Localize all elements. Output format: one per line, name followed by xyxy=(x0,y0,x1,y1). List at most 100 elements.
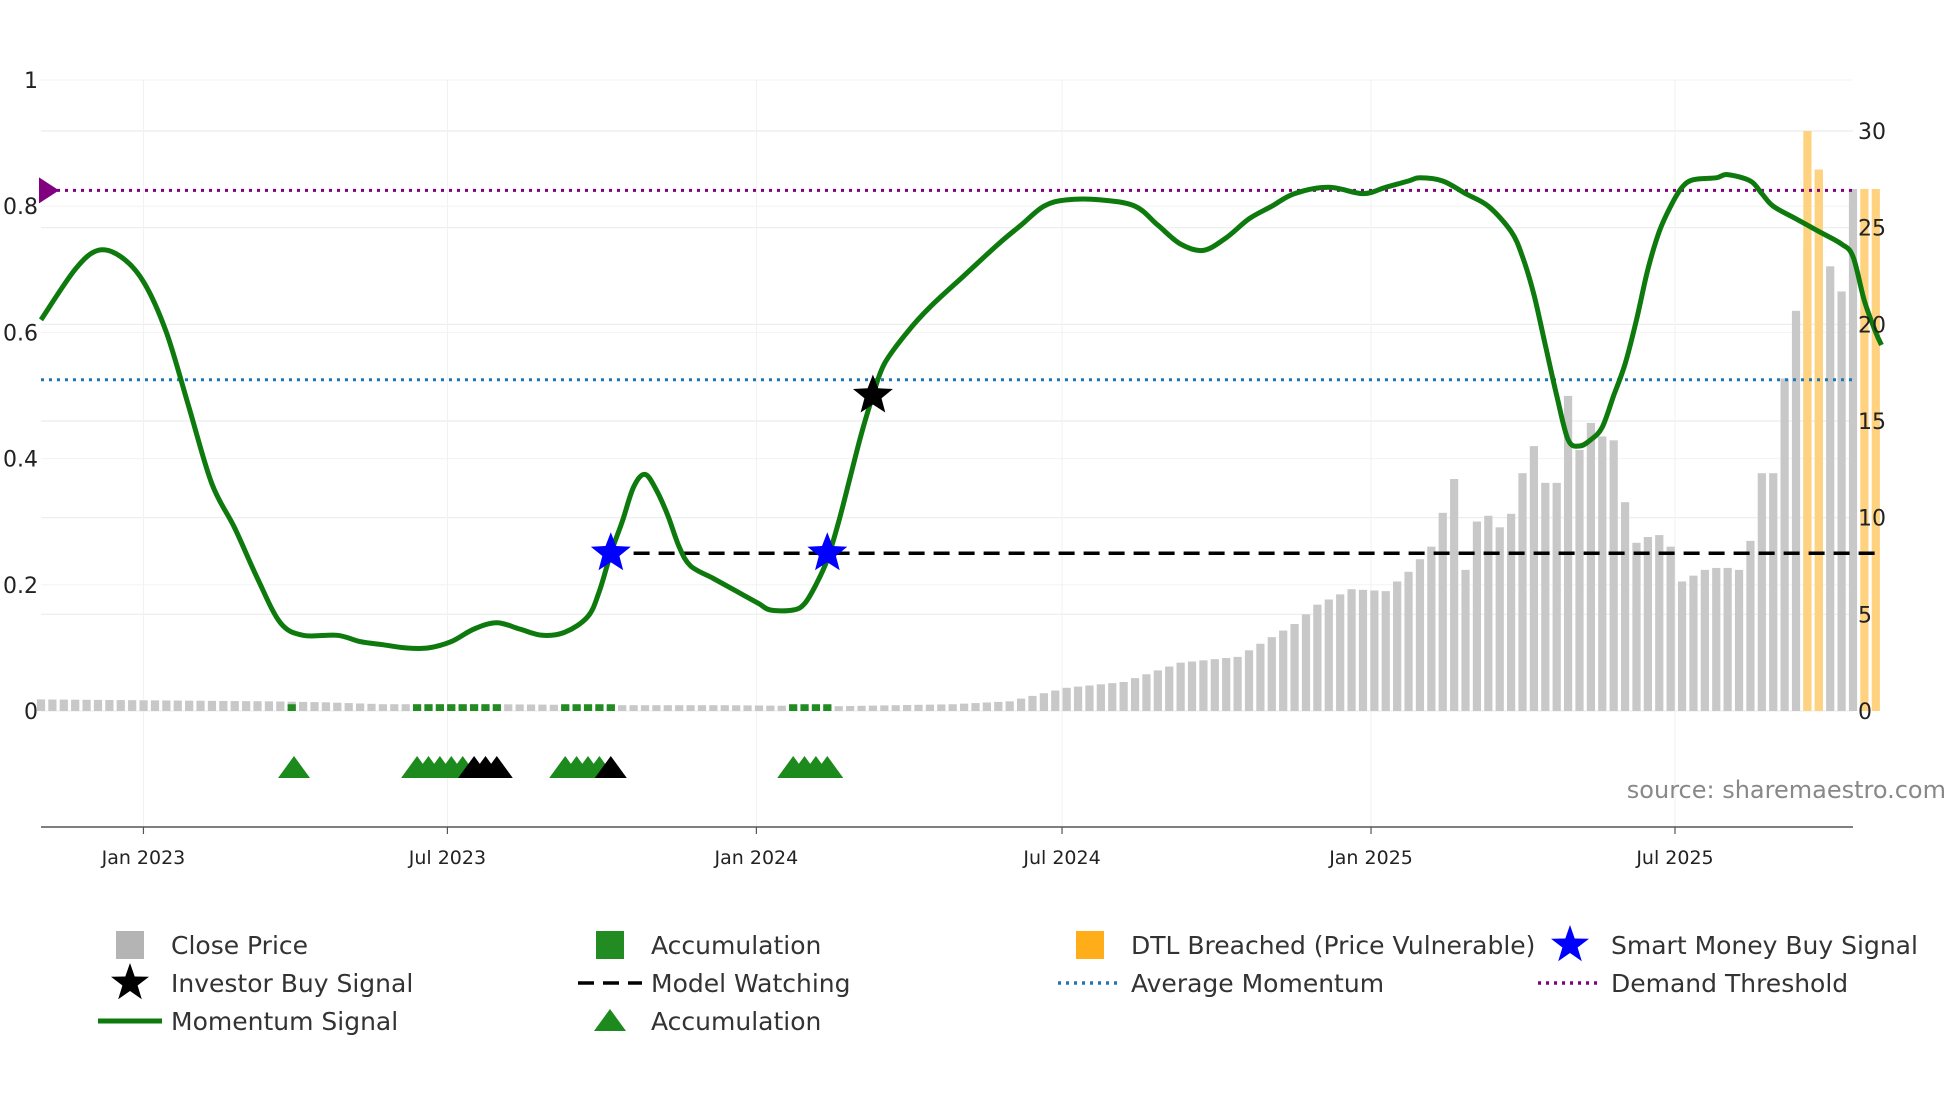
close-price-bar-31 xyxy=(390,704,399,711)
legend-item-5: Model Watching xyxy=(578,969,851,998)
close-price-bar-89 xyxy=(1051,690,1060,711)
close-price-bar-131 xyxy=(1529,446,1539,711)
close-price-bar-113 xyxy=(1324,599,1333,711)
smart-money-buy-signal-0 xyxy=(590,532,631,571)
close-price-bar-98 xyxy=(1153,670,1162,711)
close-price-bar-56 xyxy=(675,705,684,711)
close-price-bar-41 xyxy=(504,704,513,711)
legend-label-2: DTL Breached (Price Vulnerable) xyxy=(1131,931,1535,960)
close-price-bar-80 xyxy=(948,704,957,711)
momentum-signal-line xyxy=(38,172,1884,652)
close-price-bar-12 xyxy=(173,700,182,711)
close-price-bar-54 xyxy=(652,705,661,711)
accumulation-bar-22 xyxy=(287,704,296,711)
close-price-bar-128 xyxy=(1495,527,1504,711)
close-price-bar-112 xyxy=(1313,604,1322,711)
close-price-bar-52 xyxy=(629,705,638,711)
legend-label-9: Accumulation xyxy=(651,1007,821,1036)
dtl-breached-bar-160 xyxy=(1860,189,1869,711)
close-price-bar-75 xyxy=(891,705,900,711)
close-price-bar-18 xyxy=(242,701,251,711)
close-price-bar-111 xyxy=(1301,614,1311,711)
demand-threshold-marker xyxy=(39,177,59,204)
close-price-bar-43 xyxy=(526,704,536,711)
close-price-bar-27 xyxy=(344,703,353,711)
legend-item-8: Momentum Signal xyxy=(98,1007,398,1036)
close-price-bar-127 xyxy=(1484,515,1493,711)
x-axis-tick-3: Jul 2024 xyxy=(1022,847,1100,869)
close-price-bar-107 xyxy=(1256,643,1265,711)
x-axis-tick-4: Jan 2025 xyxy=(1328,847,1413,869)
close-price-bar-7 xyxy=(116,700,125,711)
right-axis-tick-5: 25 xyxy=(1858,217,1886,242)
legend-swatch-0 xyxy=(116,931,144,959)
accumulation-bar-35 xyxy=(435,704,444,711)
close-price-bar-139 xyxy=(1620,502,1630,711)
close-price-bar-105 xyxy=(1233,656,1242,711)
close-price-bar-99 xyxy=(1165,666,1174,711)
close-price-bar-95 xyxy=(1119,682,1128,711)
close-price-bar-65 xyxy=(777,705,786,711)
investor-buy-signal-0 xyxy=(853,374,893,413)
close-price-bar-77 xyxy=(914,704,923,711)
left-axis-tick-2: 0.4 xyxy=(3,448,38,473)
close-price-bar-84 xyxy=(994,701,1003,711)
close-price-bar-58 xyxy=(697,705,707,711)
dtl-breached-bar-156 xyxy=(1814,169,1823,712)
close-price-bar-116 xyxy=(1358,589,1368,711)
close-price-bar-140 xyxy=(1632,542,1641,711)
close-price-bar-87 xyxy=(1028,695,1037,711)
close-price-bar-104 xyxy=(1222,658,1231,711)
accumulation-bar-47 xyxy=(572,704,581,711)
legend-item-0: Close Price xyxy=(116,931,308,960)
close-price-bar-130 xyxy=(1518,473,1527,711)
legend-star-4 xyxy=(111,963,149,1000)
close-price-bar-1 xyxy=(48,699,57,711)
close-price-bar-30 xyxy=(378,704,387,711)
close-price-bar-147 xyxy=(1712,567,1721,711)
x-axis-tick-1: Jul 2023 xyxy=(408,847,486,869)
accumulation-bar-50 xyxy=(606,704,615,711)
close-price-bar-73 xyxy=(868,705,878,711)
close-price-bar-57 xyxy=(686,705,695,711)
close-price-bar-126 xyxy=(1472,521,1482,711)
close-price-bar-138 xyxy=(1609,440,1618,711)
close-price-bar-133 xyxy=(1552,482,1561,711)
legend-swatch-1 xyxy=(596,931,624,959)
legend-label-7: Demand Threshold xyxy=(1611,969,1848,998)
accumulation-bar-36 xyxy=(447,704,456,711)
accumulation-bar-49 xyxy=(595,704,604,711)
accumulation-bar-38 xyxy=(469,704,479,711)
close-price-bar-124 xyxy=(1450,479,1459,711)
close-price-bar-82 xyxy=(971,703,980,711)
close-price-bar-109 xyxy=(1279,630,1288,711)
close-price-bar-125 xyxy=(1461,569,1470,711)
close-price-bar-102 xyxy=(1199,660,1208,711)
close-price-bar-19 xyxy=(253,701,262,711)
close-price-bar-135 xyxy=(1575,450,1584,711)
left-axis-tick-0: 0 xyxy=(24,700,38,725)
close-price-bar-6 xyxy=(105,699,114,711)
close-price-bar-151 xyxy=(1757,473,1766,711)
right-axis-tick-4: 20 xyxy=(1858,313,1886,338)
close-price-bar-118 xyxy=(1381,591,1390,711)
close-price-bar-158 xyxy=(1837,291,1846,711)
accumulation-bar-68 xyxy=(811,704,821,711)
close-price-bar-61 xyxy=(732,705,741,711)
left-axis-tick-5: 1 xyxy=(24,69,38,94)
legend-item-3: Smart Money Buy Signal xyxy=(1551,925,1918,962)
close-price-bar-90 xyxy=(1062,687,1071,711)
close-price-bar-157 xyxy=(1826,266,1835,711)
close-price-bar-103 xyxy=(1210,659,1219,711)
accumulation-bar-67 xyxy=(800,704,809,711)
close-price-bar-24 xyxy=(310,702,319,711)
dtl-breached-bar-155 xyxy=(1803,131,1812,711)
close-price-bar-20 xyxy=(264,701,274,711)
close-price-bar-93 xyxy=(1096,684,1105,711)
close-price-bar-59 xyxy=(709,705,718,711)
close-price-bar-81 xyxy=(959,703,969,711)
x-axis-tick-0: Jan 2023 xyxy=(101,847,186,869)
close-price-bar-13 xyxy=(185,700,194,711)
accumulation-bar-40 xyxy=(492,704,501,711)
